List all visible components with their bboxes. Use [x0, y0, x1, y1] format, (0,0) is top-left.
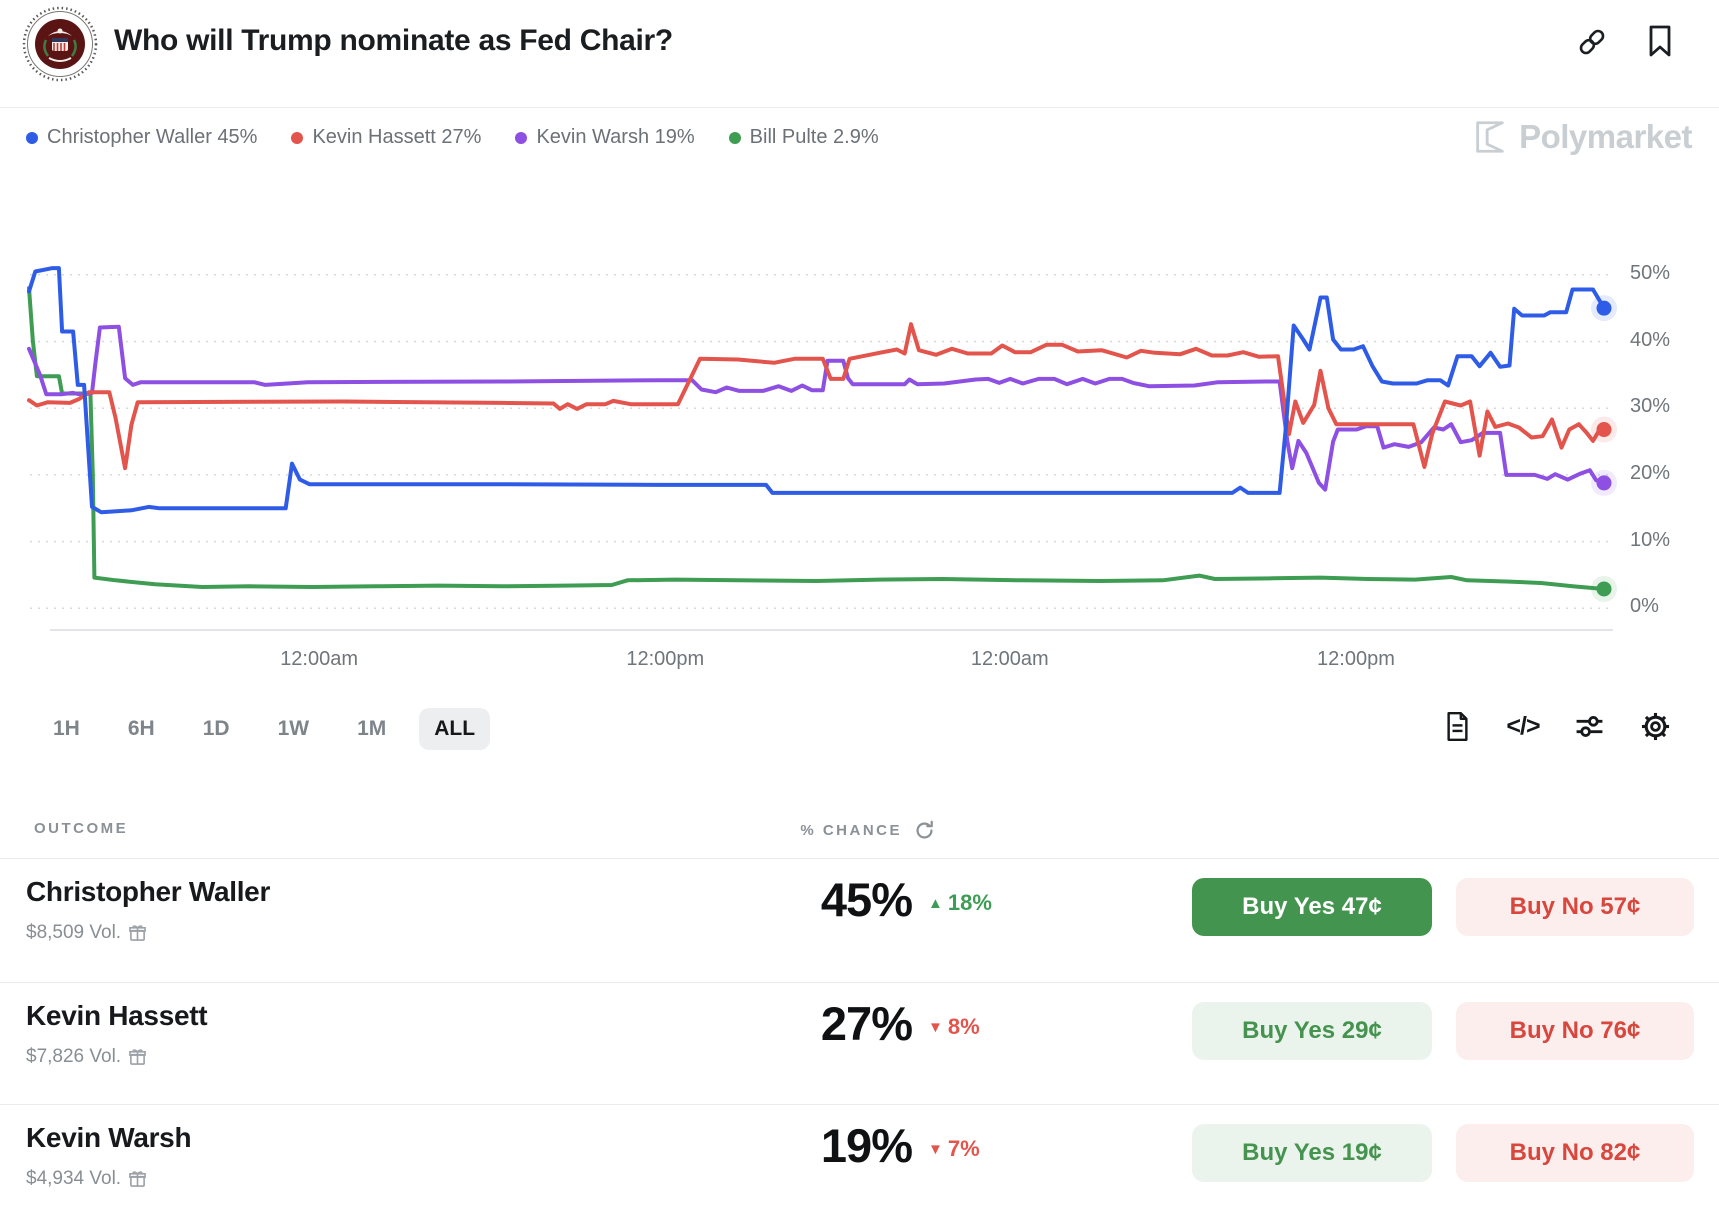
- row-divider: [0, 1104, 1719, 1105]
- outcome-volume: $4,934 Vol.: [26, 1168, 146, 1190]
- legend-label: Christopher Waller 45%: [47, 126, 258, 148]
- legend-item-waller: Christopher Waller 45%: [26, 126, 257, 149]
- outcome-column-header: OUTCOME: [34, 820, 129, 837]
- buy-yes-button[interactable]: Buy Yes 47¢: [1192, 878, 1432, 936]
- polymarket-logo-icon: [1476, 121, 1504, 153]
- y-tick-label: 0%: [1630, 595, 1659, 618]
- page-title: Who will Trump nominate as Fed Chair?: [114, 24, 673, 57]
- chance-delta: ▼ 8%: [928, 1014, 980, 1040]
- chart-legend: Christopher Waller 45% Kevin Hassett 27%…: [26, 126, 879, 149]
- refresh-icon[interactable]: [914, 820, 935, 841]
- chart-toolbar: </>: [1441, 710, 1671, 742]
- settings-gear-icon[interactable]: [1639, 710, 1671, 742]
- price-history-chart[interactable]: [10, 225, 1620, 635]
- gift-icon[interactable]: [129, 924, 146, 942]
- timeframe-1w[interactable]: 1W: [277, 717, 310, 740]
- volume-label: $8,509 Vol.: [26, 922, 122, 943]
- timeframe-1d[interactable]: 1D: [202, 717, 230, 740]
- legend-label: Kevin Warsh 19%: [536, 126, 695, 148]
- federal-reserve-seal-logo: [22, 6, 98, 82]
- embed-code-icon[interactable]: </>: [1506, 711, 1540, 740]
- delta-value: 7%: [947, 1136, 980, 1161]
- y-tick-label: 20%: [1630, 461, 1671, 484]
- chart-settings-sliders-icon[interactable]: [1573, 710, 1605, 742]
- y-tick-label: 50%: [1630, 261, 1671, 284]
- watermark-text: Polymarket: [1519, 118, 1692, 155]
- outcome-name: Christopher Waller: [26, 876, 271, 907]
- chance-column-header: % CHANCE: [800, 820, 935, 841]
- delta-down-icon: ▼: [928, 1018, 943, 1036]
- header-divider: [0, 107, 1719, 108]
- legend-item-warsh: Kevin Warsh 19%: [515, 126, 695, 149]
- y-tick-label: 10%: [1630, 528, 1671, 551]
- legend-dot-pulte: [728, 131, 741, 144]
- rules-document-icon[interactable]: [1441, 710, 1473, 742]
- timeframe-1m[interactable]: 1M: [357, 717, 387, 740]
- gift-icon[interactable]: [129, 1048, 146, 1066]
- legend-item-pulte: Bill Pulte 2.9%: [728, 126, 879, 149]
- y-tick-label: 40%: [1630, 328, 1671, 351]
- bookmark-icon[interactable]: [1643, 23, 1677, 59]
- legend-dot-hassett: [291, 131, 304, 144]
- timeframe-all[interactable]: ALL: [419, 708, 491, 750]
- legend-label: Kevin Hassett 27%: [312, 126, 482, 148]
- outcome-row-waller: Christopher Waller $8,509 Vol. 45% ▲ 18%…: [0, 860, 1719, 982]
- x-tick-label: 12:00pm: [626, 648, 705, 670]
- x-tick-label: 12:00am: [280, 648, 359, 670]
- delta-up-icon: ▲: [928, 894, 943, 912]
- timeframe-6h[interactable]: 6H: [127, 717, 155, 740]
- volume-label: $7,826 Vol.: [26, 1046, 122, 1067]
- legend-label: Bill Pulte 2.9%: [749, 126, 879, 148]
- outcome-name: Kevin Warsh: [26, 1122, 192, 1153]
- chance-header-label: % CHANCE: [800, 822, 902, 839]
- outcome-row-warsh: Kevin Warsh $4,934 Vol. 19% ▼ 7% Buy Yes…: [0, 1106, 1719, 1222]
- buy-no-button[interactable]: Buy No 57¢: [1456, 878, 1694, 936]
- timeframe-selector: 1H 6H 1D 1W 1M ALL: [38, 708, 491, 750]
- table-divider: [0, 858, 1719, 859]
- chance-delta: ▲ 18%: [928, 890, 992, 916]
- delta-down-icon: ▼: [928, 1140, 943, 1158]
- chance-value: 45%: [820, 873, 913, 926]
- x-tick-label: 12:00am: [970, 648, 1049, 670]
- outcome-volume: $7,826 Vol.: [26, 1046, 146, 1068]
- delta-value: 8%: [947, 1014, 980, 1039]
- x-tick-label: 12:00pm: [1317, 648, 1395, 670]
- chance-value: 27%: [820, 997, 913, 1050]
- chance-value: 19%: [820, 1119, 913, 1172]
- buy-yes-button[interactable]: Buy Yes 19¢: [1192, 1124, 1432, 1182]
- legend-item-hassett: Kevin Hassett 27%: [291, 126, 481, 149]
- buy-no-button[interactable]: Buy No 76¢: [1456, 1002, 1694, 1060]
- outcome-name: Kevin Hassett: [26, 1000, 208, 1031]
- legend-dot-warsh: [515, 131, 528, 144]
- buy-yes-button[interactable]: Buy Yes 29¢: [1192, 1002, 1432, 1060]
- copy-link-icon[interactable]: [1576, 26, 1608, 58]
- timeframe-1h[interactable]: 1H: [53, 717, 80, 740]
- row-divider: [0, 982, 1719, 983]
- outcome-row-hassett: Kevin Hassett $7,826 Vol. 27% ▼ 8% Buy Y…: [0, 984, 1719, 1106]
- delta-value: 18%: [947, 890, 992, 915]
- volume-label: $4,934 Vol.: [26, 1168, 122, 1189]
- y-tick-label: 30%: [1630, 395, 1671, 418]
- buy-no-button[interactable]: Buy No 82¢: [1456, 1124, 1694, 1182]
- gift-icon[interactable]: [129, 1170, 146, 1188]
- legend-dot-waller: [26, 131, 38, 144]
- polymarket-watermark: Polymarket: [1471, 118, 1692, 156]
- outcome-volume: $8,509 Vol.: [26, 922, 146, 944]
- chance-delta: ▼ 7%: [928, 1136, 980, 1162]
